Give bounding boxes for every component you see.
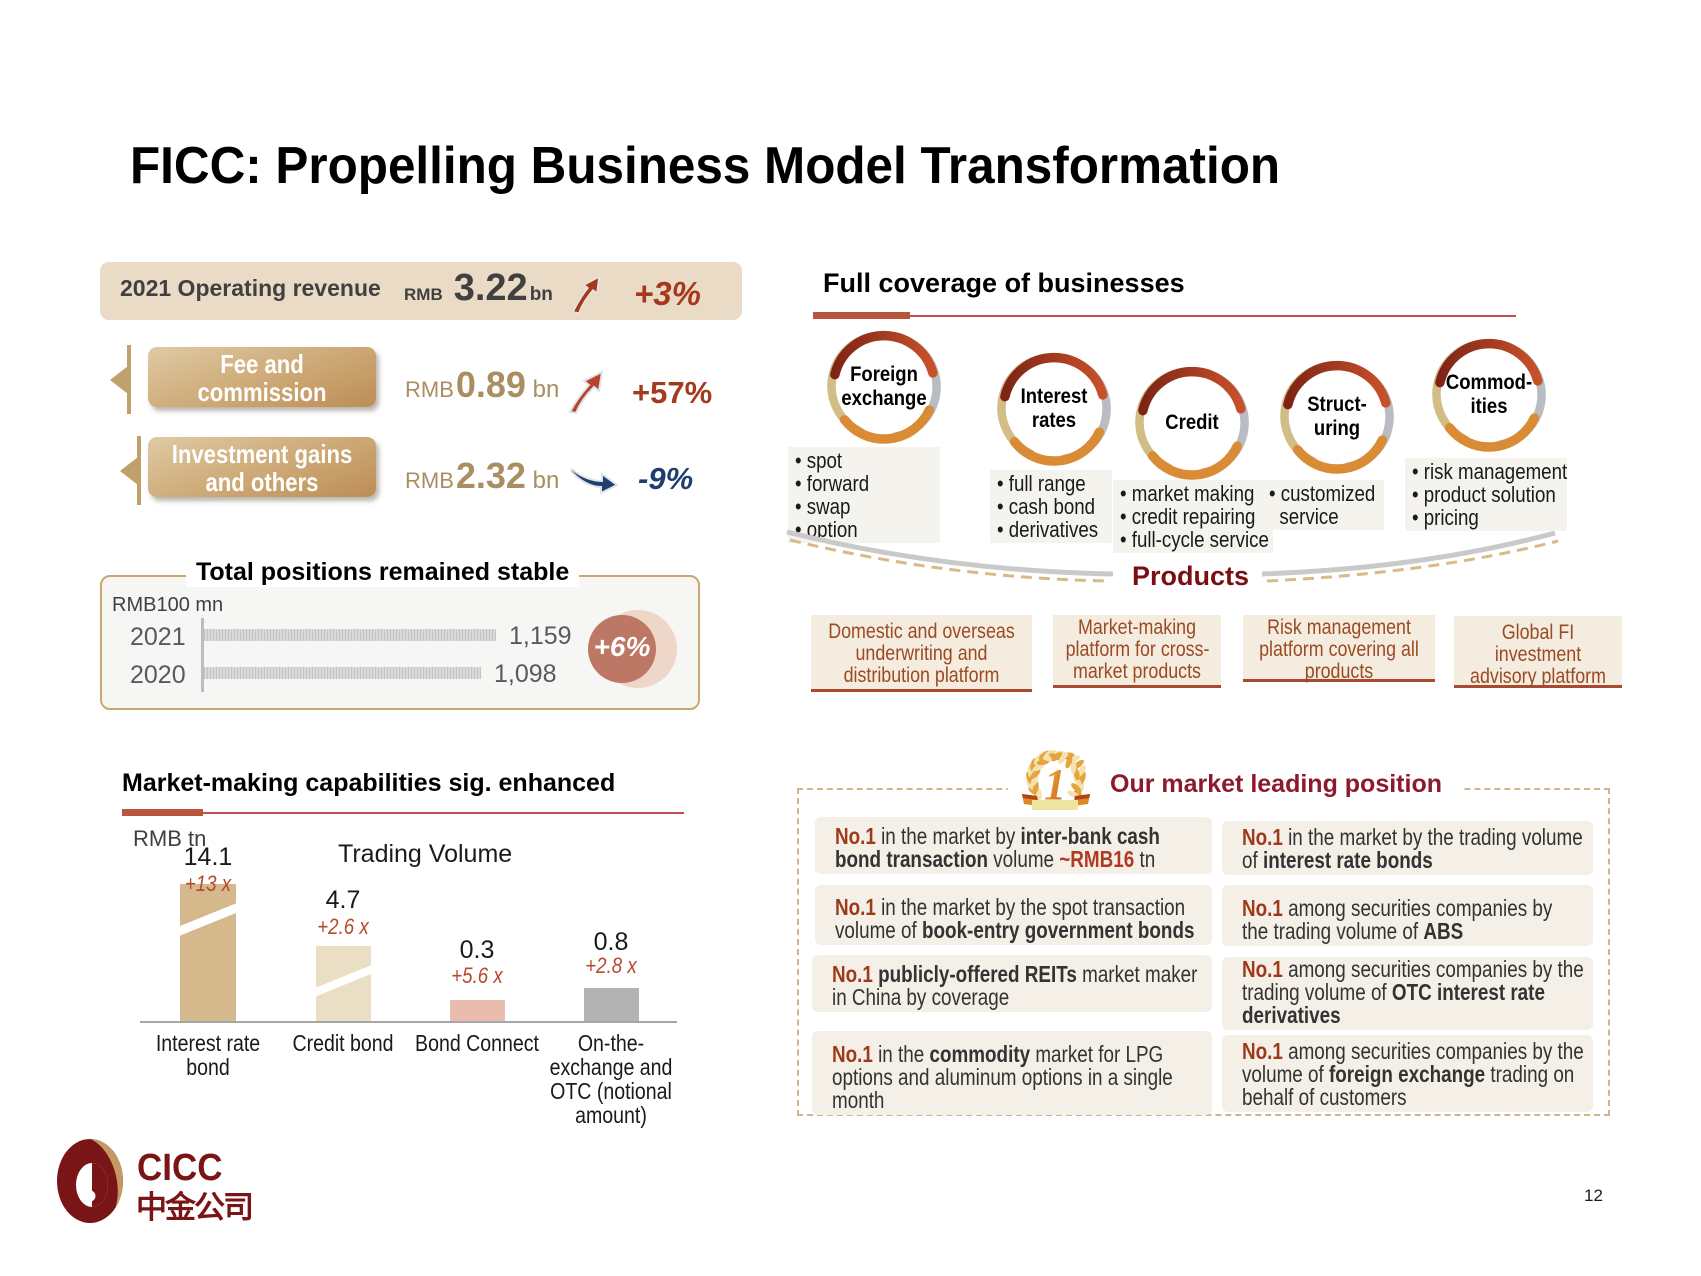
svg-text:1: 1 (1044, 760, 1066, 809)
